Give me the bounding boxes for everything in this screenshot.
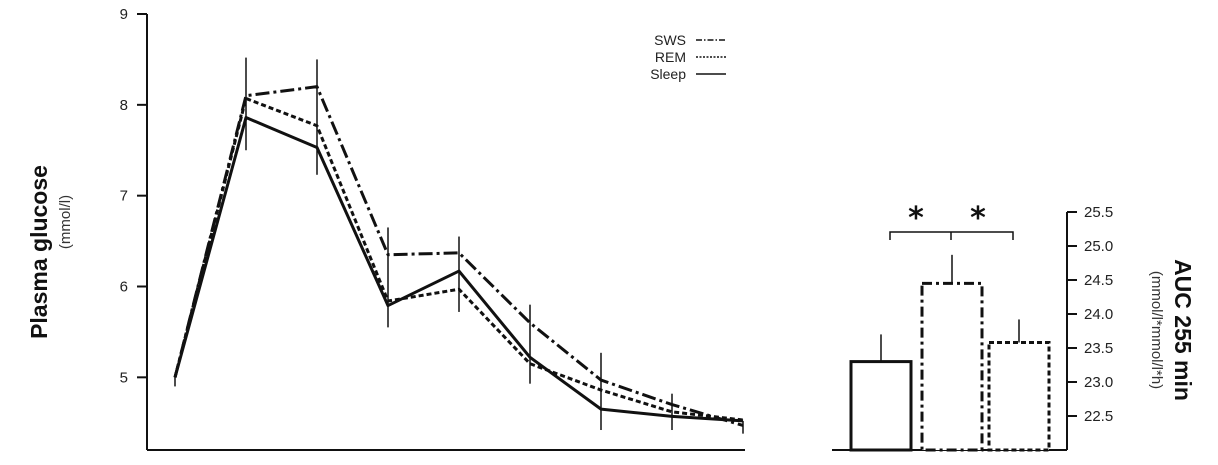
line-y-tick-label: 9 xyxy=(120,6,128,23)
glucose-line-chart: Plasma glucose (mmol/l) 5 6 7 8 9 SWSREMSlee… xyxy=(26,6,745,451)
bar-y-tick-label: 22.5 xyxy=(1084,408,1113,425)
line-y-axis-title: Plasma glucose xyxy=(26,165,52,339)
bar-sleep xyxy=(849,360,913,452)
series-line-sws xyxy=(173,85,744,427)
line-y-axis-unit: (mmol/l) xyxy=(57,195,74,249)
bar-y-axis-unit: (mmol/l*mmol/l*h) xyxy=(1148,271,1165,389)
significance-star: * xyxy=(908,201,924,236)
line-y-tick-label: 7 xyxy=(120,188,128,205)
bar-rem xyxy=(987,341,1051,452)
bar-y-tick-label: 25.0 xyxy=(1084,238,1113,255)
legend-label: Sleep xyxy=(650,66,686,82)
line-y-tick-label: 8 xyxy=(120,97,128,114)
bar-y-tick-label: 25.5 xyxy=(1084,204,1113,221)
line-y-tick-label: 6 xyxy=(120,279,128,296)
bar-y-tick-label: 24.0 xyxy=(1084,306,1113,323)
line-y-tick-label: 5 xyxy=(120,369,128,386)
significance-star: * xyxy=(970,201,986,236)
series-line-rem xyxy=(173,96,744,422)
series-line-sleep xyxy=(173,116,744,423)
legend-label: REM xyxy=(655,49,686,65)
bar-y-axis-title: AUC 255 min xyxy=(1170,259,1196,401)
bar-sws xyxy=(920,281,984,452)
auc-bar-chart: AUC 255 min (mmol/l*mmol/l*h) 22.5 23.0 23… xyxy=(832,201,1196,452)
bar-y-tick-label: 24.5 xyxy=(1084,272,1113,289)
bar-y-tick-label: 23.0 xyxy=(1084,374,1113,391)
legend-label: SWS xyxy=(654,32,686,48)
bar-y-tick-label: 23.5 xyxy=(1084,340,1113,357)
